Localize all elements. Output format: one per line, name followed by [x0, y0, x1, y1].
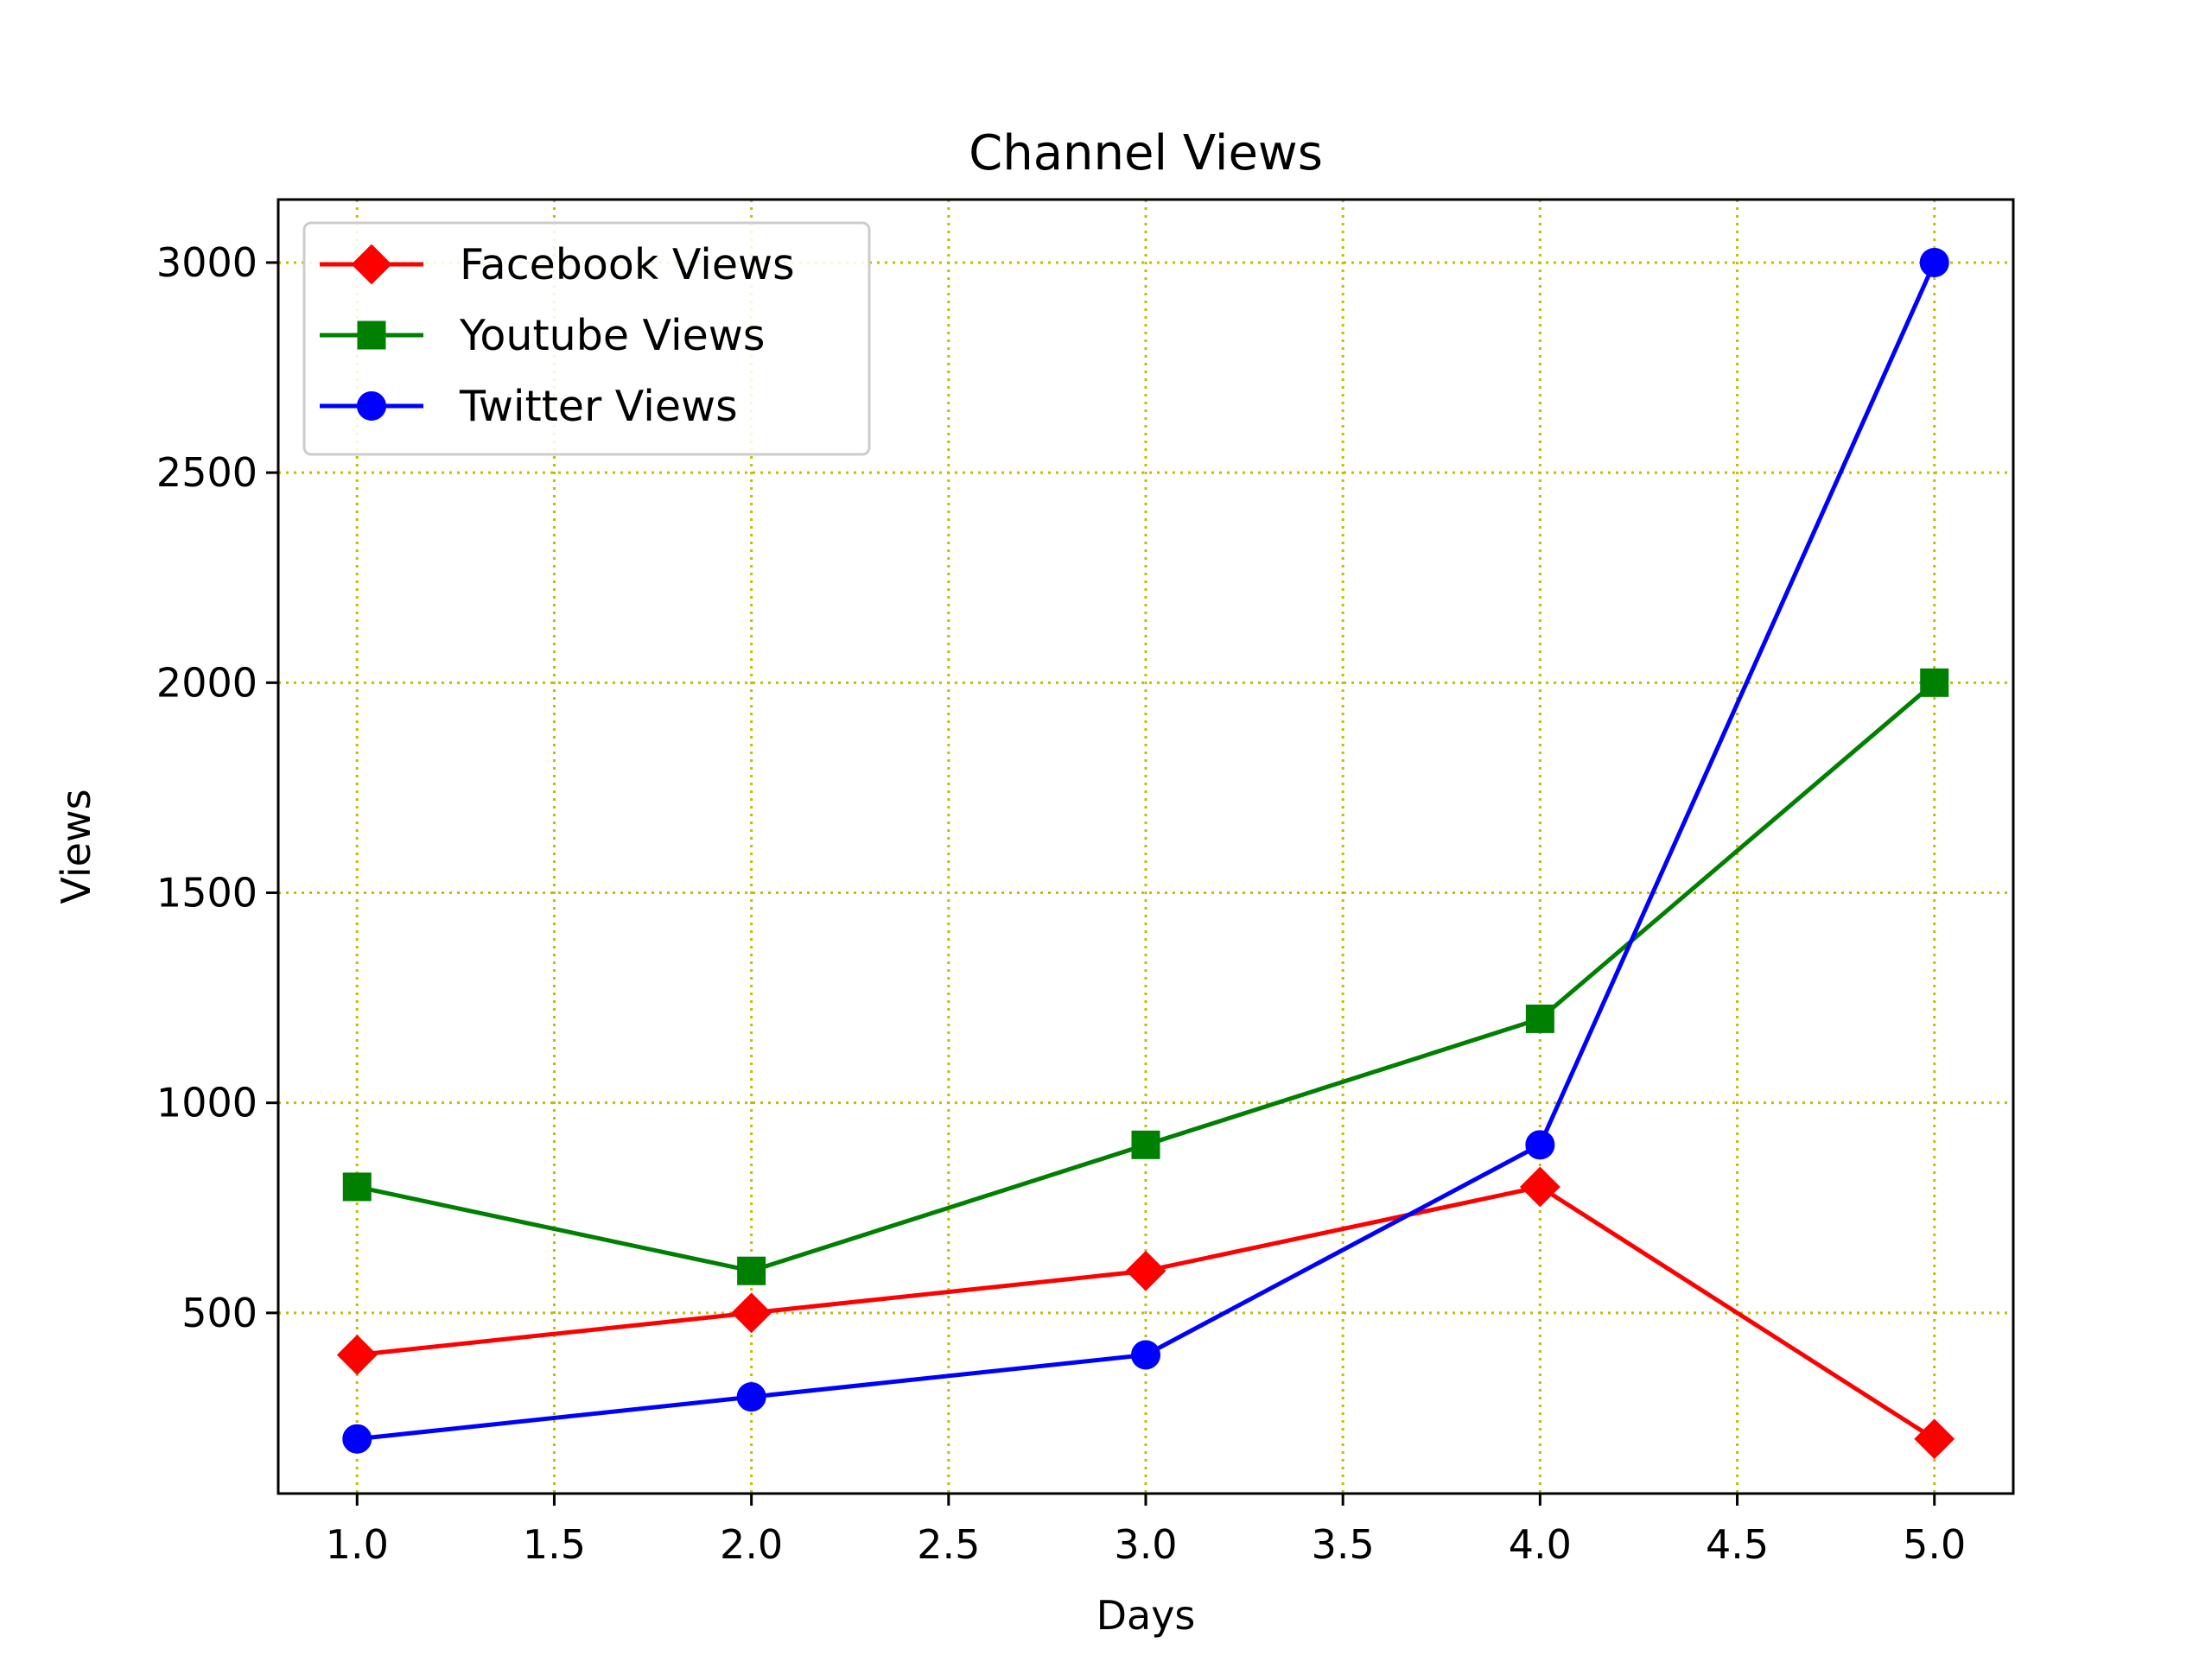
data-point — [1919, 247, 1949, 277]
legend-item: Youtube Views — [320, 311, 765, 360]
x-tick-label: 3.0 — [1114, 1521, 1177, 1568]
x-tick-label: 5.0 — [1903, 1521, 1966, 1568]
data-point — [342, 1424, 372, 1454]
legend: Facebook Views Youtube Views Twitter Views — [302, 221, 871, 456]
data-point — [1519, 1166, 1560, 1208]
series-youtube-views — [342, 668, 1949, 1285]
data-point — [1914, 1418, 1955, 1460]
y-tick-label: 1500 — [156, 870, 257, 917]
legend-marker — [357, 391, 386, 421]
legend-item: Twitter Views — [320, 382, 738, 431]
data-point — [336, 1335, 378, 1375]
x-tick-label: 3.5 — [1312, 1521, 1375, 1568]
data-point — [731, 1292, 772, 1334]
legend-marker — [351, 244, 392, 285]
legend-label: Youtube Views — [459, 311, 765, 360]
data-point — [1525, 1130, 1555, 1160]
chart-title: Channel Views — [969, 125, 1323, 181]
y-axis-label: Views — [53, 789, 99, 904]
legend-marker — [357, 320, 386, 350]
data-point — [1125, 1250, 1166, 1291]
data-point — [736, 1382, 766, 1412]
y-tick-label: 1000 — [156, 1080, 257, 1126]
data-point — [737, 1256, 766, 1285]
legend-box — [302, 221, 871, 456]
x-tick-label: 4.0 — [1509, 1521, 1572, 1568]
x-axis-label: Days — [1096, 1592, 1196, 1639]
x-tick-label: 4.5 — [1706, 1521, 1769, 1568]
series-twitter-views — [342, 247, 1949, 1454]
legend-item: Facebook Views — [320, 240, 795, 289]
y-tick-label: 2000 — [156, 659, 257, 706]
data-point — [1525, 1004, 1554, 1033]
x-tick-label: 2.5 — [917, 1521, 980, 1568]
data-point — [1131, 1340, 1160, 1370]
series-facebook-views — [336, 1166, 1955, 1460]
data-point — [342, 1172, 372, 1202]
x-tick-label: 2.0 — [720, 1521, 783, 1568]
y-tick-label: 3000 — [156, 239, 257, 286]
ticks: 1.0 1.5 2.0 2.5 3.0 3.5 4.0 4.5 5.0 500 1000 1500 20… — [156, 239, 1966, 1568]
data-point — [1131, 1130, 1160, 1159]
series-layer — [336, 247, 1955, 1460]
legend-label: Facebook Views — [460, 240, 795, 289]
x-tick-label: 1.0 — [326, 1521, 389, 1568]
legend-label: Twitter Views — [459, 382, 738, 431]
data-point — [1920, 668, 1949, 697]
y-tick-label: 2500 — [156, 449, 257, 496]
y-tick-label: 500 — [181, 1290, 257, 1336]
x-tick-label: 1.5 — [523, 1521, 586, 1568]
